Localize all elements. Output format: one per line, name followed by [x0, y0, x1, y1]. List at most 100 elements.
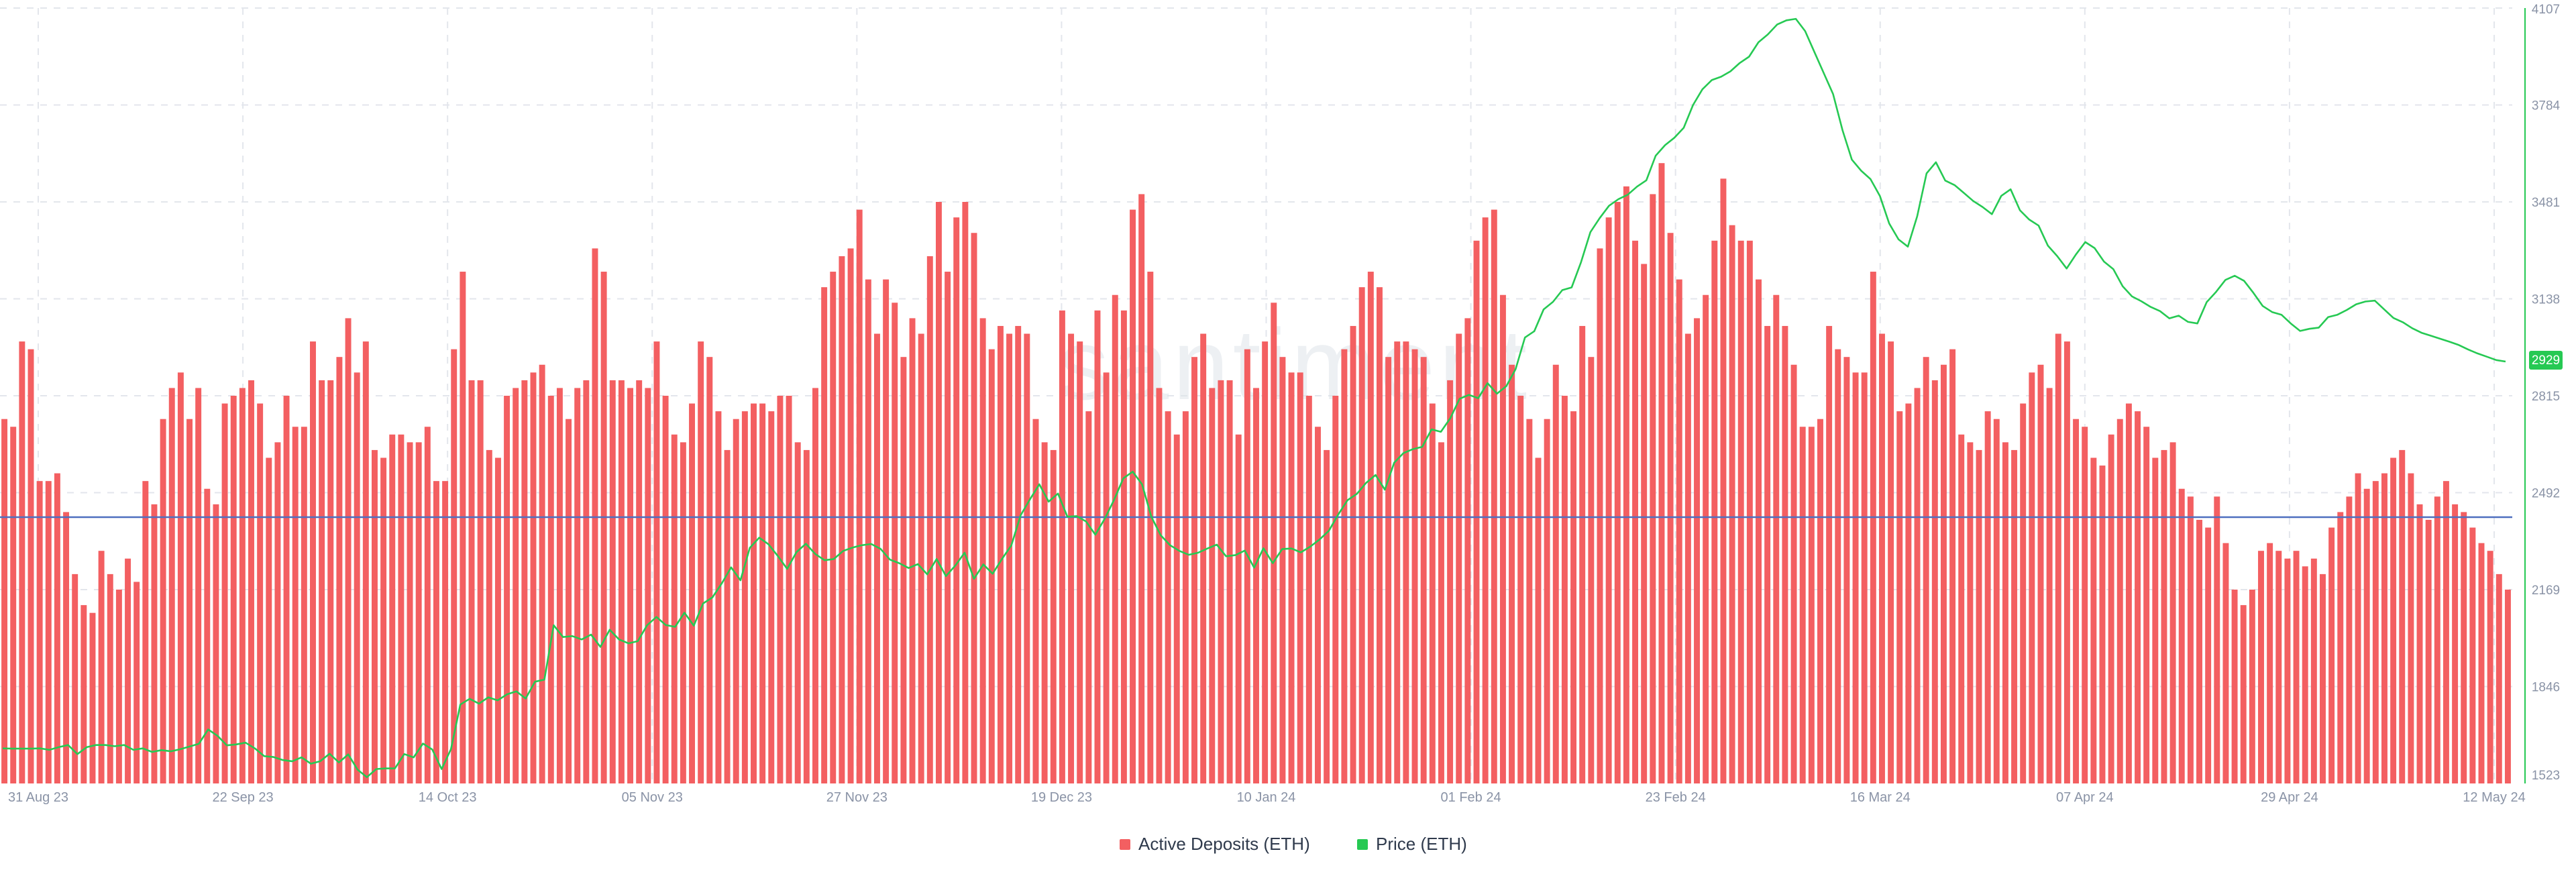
- bar: [2108, 434, 2114, 783]
- bar: [1350, 325, 1356, 784]
- bar: [1077, 341, 1083, 784]
- bar: [424, 427, 431, 783]
- x-tick-label: 22 Sep 23: [212, 790, 273, 805]
- bar: [1130, 209, 1136, 783]
- y-tick-label: 3481: [2532, 196, 2560, 210]
- current-price-badge-bg: [2529, 351, 2563, 370]
- bar: [301, 427, 307, 783]
- bar: [2408, 473, 2414, 783]
- bar: [1676, 279, 1682, 784]
- bar: [2487, 551, 2493, 783]
- bar: [1085, 411, 1092, 783]
- bar: [2275, 551, 2282, 783]
- bar: [1993, 419, 2000, 783]
- bar: [1438, 442, 1444, 783]
- bar: [918, 333, 924, 783]
- bar: [160, 419, 166, 783]
- bar: [2196, 519, 2202, 783]
- bar: [2187, 496, 2194, 783]
- bar: [1940, 364, 1947, 783]
- bar: [2222, 543, 2229, 783]
- bar: [1420, 357, 1427, 783]
- bar: [1650, 194, 1656, 783]
- bar: [504, 396, 511, 783]
- bar: [698, 341, 704, 784]
- bar: [451, 349, 458, 783]
- bar: [1429, 403, 1436, 783]
- x-tick-label: 23 Feb 24: [1646, 790, 1706, 805]
- bar: [257, 403, 264, 783]
- bar: [1579, 325, 1586, 784]
- bar: [1896, 411, 1903, 783]
- legend-swatch-active-deposits[interactable]: [1120, 839, 1130, 850]
- bar: [2152, 457, 2159, 783]
- bar: [1456, 333, 1462, 783]
- bar: [1544, 419, 1550, 783]
- bar: [2399, 449, 2406, 783]
- bar: [1561, 396, 1568, 783]
- bar: [2099, 466, 2106, 783]
- bar: [1923, 357, 1929, 783]
- bar: [1050, 449, 1057, 783]
- current-price-badge: 2929: [2529, 351, 2563, 370]
- bar: [486, 449, 492, 783]
- bar: [1597, 248, 1603, 783]
- bar: [72, 574, 78, 783]
- bar: [1914, 388, 1921, 783]
- bar: [794, 442, 801, 783]
- bar: [1377, 287, 1383, 783]
- bar: [592, 248, 598, 783]
- bar: [1984, 411, 1991, 783]
- bar: [2161, 449, 2167, 783]
- bar: [1694, 318, 1700, 783]
- bar: [556, 388, 563, 783]
- bar: [1068, 333, 1075, 783]
- bar: [1958, 434, 1965, 783]
- bar: [1976, 449, 1982, 783]
- bar: [1411, 349, 1418, 783]
- bar: [1658, 163, 1665, 783]
- bar: [1094, 310, 1101, 784]
- bar: [1737, 240, 1744, 783]
- bar: [2178, 488, 2185, 783]
- legend-swatch-price[interactable]: [1357, 839, 1368, 850]
- bar: [926, 256, 933, 783]
- bar: [2029, 372, 2035, 783]
- bar: [168, 388, 175, 783]
- bar: [2372, 481, 2379, 783]
- bar: [389, 434, 396, 783]
- bar: [2443, 481, 2449, 783]
- bar: [839, 256, 845, 783]
- bar: [372, 449, 378, 783]
- x-tick-label: 07 Apr 24: [2056, 790, 2114, 805]
- bar: [28, 349, 34, 783]
- bar: [2381, 473, 2387, 783]
- bar: [865, 279, 871, 784]
- bar: [1473, 240, 1480, 783]
- bar: [1773, 294, 1780, 784]
- bar: [115, 590, 122, 783]
- legend-label-active-deposits[interactable]: Active Deposits (ETH): [1138, 834, 1310, 854]
- bar: [1244, 349, 1250, 783]
- bar: [2425, 519, 2432, 783]
- bar: [1235, 434, 1242, 783]
- bar: [1253, 388, 1259, 783]
- x-tick-label: 27 Nov 23: [826, 790, 888, 805]
- bar: [1482, 217, 1489, 783]
- bar: [2046, 388, 2053, 783]
- bar: [89, 612, 96, 783]
- bar: [239, 388, 246, 783]
- bar: [962, 202, 969, 783]
- bar: [830, 272, 837, 783]
- bar: [874, 333, 880, 783]
- bar: [1623, 186, 1629, 783]
- bar: [1684, 333, 1691, 783]
- bar: [310, 341, 316, 784]
- bar: [1015, 325, 1022, 784]
- bar: [979, 318, 986, 783]
- bar: [689, 403, 695, 783]
- bar: [662, 396, 669, 783]
- legend-label-price[interactable]: Price (ETH): [1376, 834, 1467, 854]
- price-series-line: [2, 17, 2506, 778]
